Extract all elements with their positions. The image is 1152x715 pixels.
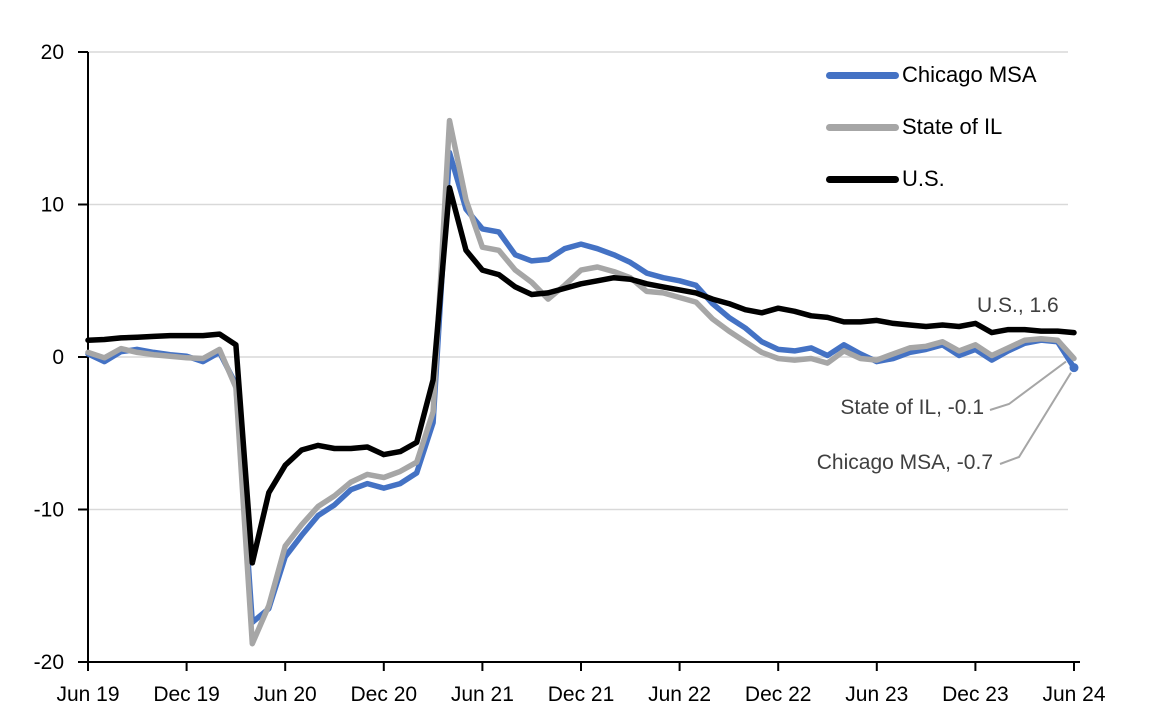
series-line-state-of-il bbox=[85, 117, 1077, 647]
annotation-us: U.S., 1.6 bbox=[977, 294, 1059, 317]
x-axis-tick-label: Jun 20 bbox=[254, 683, 317, 706]
legend-swatch-state-of-il bbox=[826, 123, 899, 131]
leader-line-chicago-msa bbox=[999, 372, 1072, 465]
x-axis-tick-label: Dec 23 bbox=[942, 683, 1009, 706]
legend-label-chicago-msa: Chicago MSA bbox=[902, 62, 1037, 87]
legend-label-state-of-il: State of IL bbox=[902, 114, 1003, 139]
y-axis-tick-label: 20 bbox=[41, 41, 64, 64]
series-line-u-s bbox=[85, 184, 1077, 566]
legend-item-us: U.S. bbox=[826, 166, 1037, 191]
annotation-state-of-il: State of IL, -0.1 bbox=[840, 396, 984, 419]
x-axis-tick-label: Jun 21 bbox=[451, 683, 514, 706]
x-axis-tick-label: Jun 19 bbox=[56, 683, 119, 706]
x-axis-tick-label: Jun 22 bbox=[648, 683, 711, 706]
annotation-chicago-msa: Chicago MSA, -0.7 bbox=[816, 451, 993, 474]
x-axis-tick-label: Jun 24 bbox=[1042, 683, 1105, 706]
x-axis-tick-label: Jun 23 bbox=[845, 683, 908, 706]
leader-line-state-of-il bbox=[989, 360, 1067, 411]
x-axis-tick-label: Dec 22 bbox=[745, 683, 812, 706]
legend-item-state-of-il: State of IL bbox=[826, 114, 1037, 139]
y-axis-tick-label: -10 bbox=[34, 499, 64, 522]
legend-label-us: U.S. bbox=[902, 166, 945, 191]
legend-item-chicago-msa: Chicago MSA bbox=[826, 62, 1037, 87]
legend: Chicago MSA State of IL U.S. bbox=[826, 62, 1037, 220]
series-endpoint-chicago-msa bbox=[1069, 363, 1079, 373]
legend-swatch-chicago-msa bbox=[826, 71, 899, 79]
x-axis-tick-label: Dec 19 bbox=[153, 683, 220, 706]
y-axis-tick-label: -20 bbox=[34, 651, 64, 674]
y-axis-tick-label: 10 bbox=[41, 194, 64, 217]
x-axis-tick-label: Dec 20 bbox=[351, 683, 418, 706]
legend-swatch-us bbox=[826, 175, 899, 183]
x-axis-tick-label: Dec 21 bbox=[548, 683, 615, 706]
y-axis-tick-label: 0 bbox=[52, 346, 64, 369]
